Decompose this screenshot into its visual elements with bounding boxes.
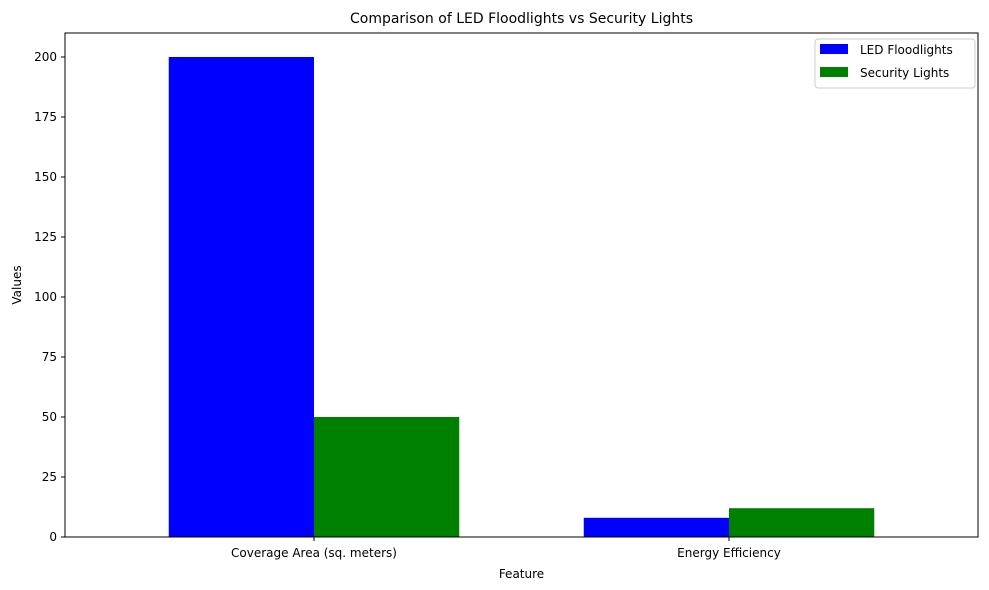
chart-title: Comparison of LED Floodlights vs Securit…: [350, 11, 693, 27]
bar-security-lights-energy-efficiency: [729, 508, 875, 537]
bars-group: [168, 57, 875, 537]
legend-box: [814, 38, 976, 89]
y-axis-label: Values: [10, 265, 24, 304]
legend-swatch-security-lights: [820, 67, 848, 77]
plot-frame: [64, 32, 979, 538]
y-tick-label: 200: [34, 50, 57, 64]
y-tick-label: 75: [42, 350, 57, 364]
bar-led-floodlights-energy-efficiency: [583, 517, 729, 537]
x-axis: Coverage Area (sq. meters) Energy Efficie…: [231, 537, 781, 560]
bar-security-lights-coverage-area-sq-meters: [314, 417, 460, 537]
y-tick-label: 175: [34, 110, 57, 124]
y-tick-label: 100: [34, 290, 57, 304]
legend-swatch-led-floodlights: [820, 44, 848, 54]
x-tick-label: Coverage Area (sq. meters): [231, 546, 397, 560]
legend-label-led-floodlights: LED Floodlights: [860, 43, 953, 57]
y-tick-label: 125: [34, 230, 57, 244]
y-axis: 0 25 50 75 100 125 150 175 200: [34, 50, 65, 544]
legend-label-security-lights: Security Lights: [860, 66, 949, 80]
y-tick-label: 50: [42, 410, 57, 424]
legend: LED Floodlights Security Lights: [814, 38, 976, 89]
x-axis-label: Feature: [499, 567, 544, 581]
y-tick-label: 0: [49, 530, 57, 544]
y-tick-label: 150: [34, 170, 57, 184]
bar-led-floodlights-coverage-area-sq-meters: [168, 57, 314, 537]
y-tick-label: 25: [42, 470, 57, 484]
x-tick-label: Energy Efficiency: [677, 546, 781, 560]
